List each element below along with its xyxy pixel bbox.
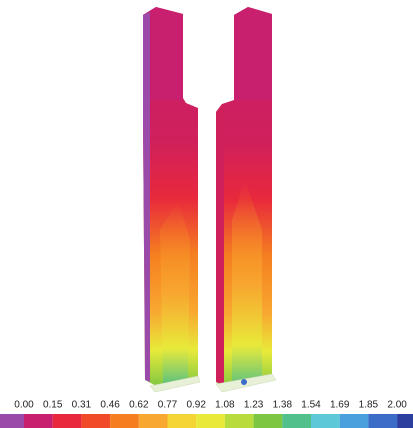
color-swatch — [110, 414, 139, 428]
color-swatch — [254, 414, 283, 428]
legend-label: 1.54 — [301, 400, 321, 411]
color-swatch — [282, 414, 311, 428]
color-swatch — [0, 414, 24, 428]
color-swatch — [196, 414, 225, 428]
color-swatch — [53, 414, 82, 428]
color-swatch — [397, 414, 413, 428]
color-swatch — [24, 414, 53, 428]
right-tower — [216, 7, 276, 392]
color-swatch — [311, 414, 340, 428]
legend-label: 1.38 — [273, 400, 293, 411]
legend-label: 1.23 — [244, 400, 264, 411]
legend-label: 0.62 — [129, 400, 149, 411]
color-legend: 0.00 0.15 0.31 0.46 0.62 0.77 0.92 1.08 1.23 1.38… — [0, 400, 413, 428]
color-swatch — [225, 414, 254, 428]
color-swatch — [340, 414, 369, 428]
legend-label: 2.00 — [387, 400, 407, 411]
legend-label: 0.00 — [14, 400, 34, 411]
legend-label: 0.92 — [186, 400, 206, 411]
legend-label: 0.46 — [100, 400, 120, 411]
legend-label: 1.85 — [359, 400, 379, 411]
legend-label: 0.77 — [158, 400, 178, 411]
screenshot: 0.00 0.15 0.31 0.46 0.62 0.77 0.92 1.08 1.23 1.38… — [0, 0, 413, 428]
color-swatch — [168, 414, 197, 428]
color-swatch — [368, 414, 397, 428]
color-swatch — [139, 414, 168, 428]
left-tower — [143, 7, 200, 392]
legend-label: 0.31 — [72, 400, 92, 411]
legend-label: 1.69 — [330, 400, 350, 411]
legend-label: 0.15 — [43, 400, 63, 411]
legend-label: 1.08 — [215, 400, 235, 411]
color-swatch — [81, 414, 110, 428]
